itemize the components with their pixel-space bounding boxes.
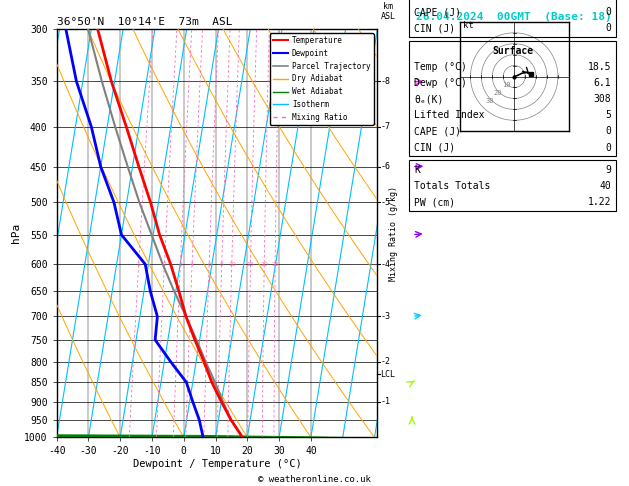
Text: LCL: LCL [381, 370, 396, 379]
Text: 8: 8 [220, 262, 224, 267]
Text: -5: -5 [381, 198, 391, 207]
Text: -8: -8 [381, 77, 391, 86]
Text: 2: 2 [162, 262, 167, 267]
Text: Temp (°C): Temp (°C) [414, 62, 467, 72]
Text: Dewp (°C): Dewp (°C) [414, 78, 467, 88]
Text: 20: 20 [494, 90, 502, 96]
Text: 20: 20 [260, 262, 268, 267]
Text: θₑ(K): θₑ(K) [414, 94, 443, 104]
Text: CAPE (J): CAPE (J) [414, 126, 461, 137]
Text: CAPE (J): CAPE (J) [414, 7, 461, 17]
Text: Totals Totals: Totals Totals [414, 181, 490, 191]
Text: 10: 10 [228, 262, 236, 267]
Text: km
ASL: km ASL [381, 1, 396, 21]
Text: © weatheronline.co.uk: © weatheronline.co.uk [258, 474, 371, 484]
Text: 10: 10 [502, 82, 510, 88]
Text: -2: -2 [381, 357, 391, 366]
Text: 15: 15 [247, 262, 254, 267]
Text: Mixing Ratio (g/kg): Mixing Ratio (g/kg) [389, 186, 398, 281]
Text: -3: -3 [381, 312, 391, 321]
Text: 0: 0 [606, 23, 611, 34]
Text: kt: kt [463, 21, 474, 31]
Text: 26.04.2024  00GMT  (Base: 18): 26.04.2024 00GMT (Base: 18) [416, 12, 612, 22]
Text: PW (cm): PW (cm) [414, 197, 455, 208]
Text: K: K [414, 165, 420, 175]
Text: 40: 40 [599, 181, 611, 191]
Text: 5: 5 [606, 0, 611, 1]
Text: 308: 308 [594, 94, 611, 104]
Text: Surface: Surface [492, 46, 533, 56]
Text: CIN (J): CIN (J) [414, 142, 455, 153]
Text: 36°50'N  10°14'E  73m  ASL: 36°50'N 10°14'E 73m ASL [57, 17, 232, 27]
Text: 30: 30 [486, 98, 494, 104]
Text: -1: -1 [381, 397, 391, 406]
Text: 9: 9 [606, 165, 611, 175]
Text: 3: 3 [179, 262, 182, 267]
Text: CIN (J): CIN (J) [414, 23, 455, 34]
Text: 0: 0 [606, 126, 611, 137]
Text: Lifted Index: Lifted Index [414, 0, 484, 1]
Text: 25: 25 [271, 262, 279, 267]
Text: 0: 0 [606, 7, 611, 17]
X-axis label: Dewpoint / Temperature (°C): Dewpoint / Temperature (°C) [133, 459, 301, 469]
Text: Lifted Index: Lifted Index [414, 110, 484, 121]
Text: 4: 4 [190, 262, 194, 267]
Y-axis label: hPa: hPa [11, 223, 21, 243]
Text: 5: 5 [606, 110, 611, 121]
Text: 6.1: 6.1 [594, 78, 611, 88]
Text: -6: -6 [381, 162, 391, 171]
Text: 1.22: 1.22 [588, 197, 611, 208]
Text: 1: 1 [136, 262, 141, 267]
Text: 0: 0 [606, 142, 611, 153]
Text: 18.5: 18.5 [588, 62, 611, 72]
Text: -4: -4 [381, 260, 391, 269]
Text: 6: 6 [207, 262, 211, 267]
Legend: Temperature, Dewpoint, Parcel Trajectory, Dry Adiabat, Wet Adiabat, Isotherm, Mi: Temperature, Dewpoint, Parcel Trajectory… [270, 33, 374, 125]
Text: -7: -7 [381, 122, 391, 131]
